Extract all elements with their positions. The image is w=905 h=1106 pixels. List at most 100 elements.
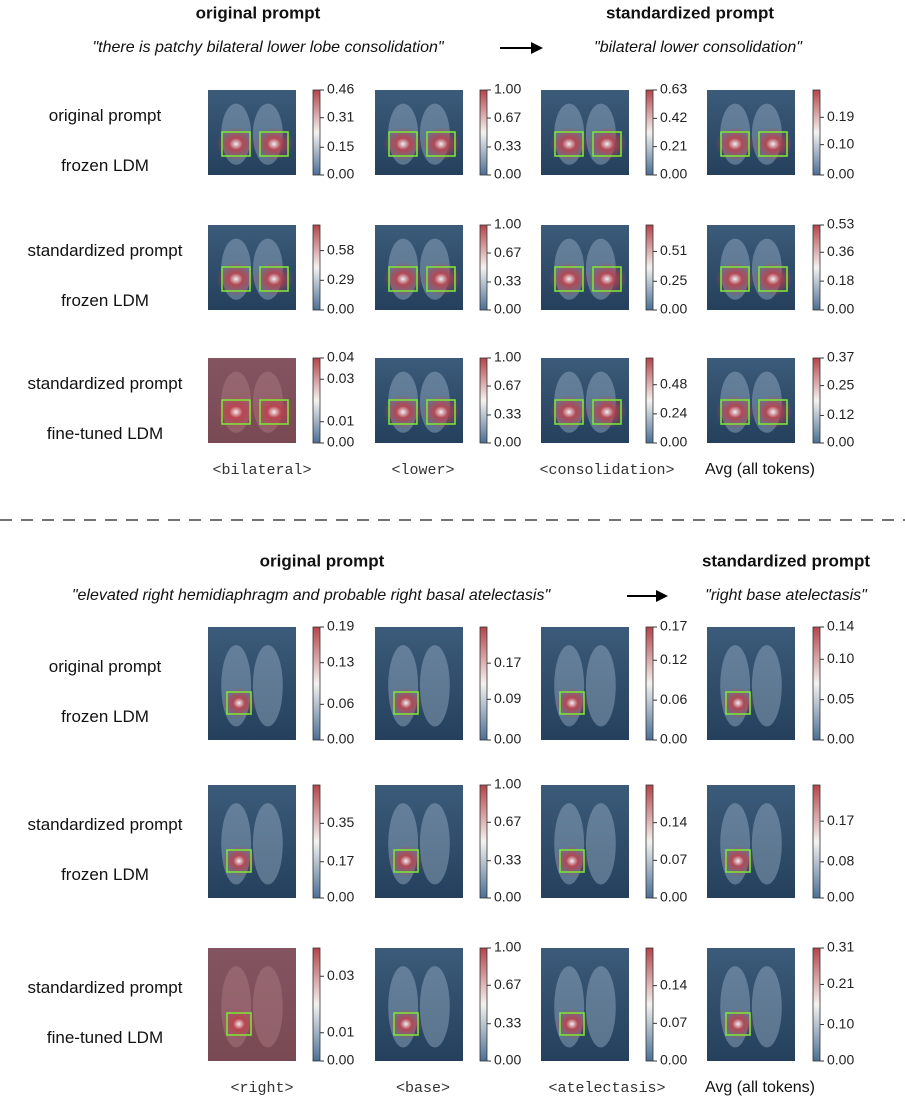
heatmap-image — [375, 948, 463, 1061]
colorbar-tick-label: 1.00 — [494, 81, 521, 97]
colorbar-tick-label: 0.00 — [660, 889, 687, 905]
hot-spot — [389, 687, 423, 719]
colorbar — [812, 357, 821, 444]
column-label: <right> — [230, 1080, 293, 1097]
row-label: standardized prompt — [28, 815, 183, 834]
colorbar — [479, 89, 488, 176]
row-label: standardized prompt — [28, 978, 183, 997]
heatmap-image — [707, 627, 795, 740]
colorbar-tick-label: 0.58 — [327, 241, 354, 257]
colorbar-tick-label: 0.00 — [494, 731, 521, 747]
roi-box — [592, 266, 622, 292]
roi-box — [259, 266, 289, 292]
colorbar-tick-label: 0.36 — [827, 243, 854, 259]
colorbar-tick-label: 0.05 — [827, 690, 854, 706]
colorbar-tick-label: 0.01 — [327, 412, 354, 428]
colorbar-tick-label: 0.00 — [327, 166, 354, 182]
row-label: frozen LDM — [61, 291, 149, 310]
panel-title: standardized prompt — [606, 3, 774, 22]
roi-box — [725, 1012, 751, 1036]
colorbar — [312, 89, 321, 176]
row-label: original prompt — [49, 657, 162, 676]
column-label: <lower> — [391, 462, 454, 479]
hot-spot — [587, 262, 627, 296]
roi-box — [221, 266, 251, 292]
colorbar — [645, 89, 654, 176]
hot-spot — [555, 687, 589, 719]
column-label: <atelectasis> — [548, 1080, 665, 1097]
colorbar-tick-label: 0.21 — [827, 975, 854, 991]
colorbar — [645, 357, 654, 444]
lung — [252, 803, 283, 885]
colorbar-tick-label: 0.14 — [660, 813, 687, 829]
colorbar-tick-label: 0.01 — [327, 1023, 354, 1039]
colorbar-tick-label: 0.48 — [660, 375, 687, 391]
colorbar-tick-label: 0.00 — [327, 301, 354, 317]
colorbar-tick-label: 1.00 — [494, 776, 521, 792]
roi-box — [758, 131, 788, 157]
colorbar — [812, 947, 821, 1062]
hot-spot — [383, 127, 423, 161]
roi-box — [393, 691, 419, 715]
colorbar-tick-label: 0.03 — [327, 370, 354, 386]
row-label: fine-tuned LDM — [47, 424, 163, 443]
roi-box — [226, 691, 252, 715]
roi-box — [221, 131, 251, 157]
colorbar-tick-label: 0.53 — [827, 216, 854, 232]
colorbar-tick-label: 0.00 — [827, 301, 854, 317]
prompt: "right base atelectasis" — [705, 587, 868, 604]
colorbar-tick-label: 0.13 — [327, 653, 354, 669]
colorbar-tick-label: 0.33 — [494, 273, 521, 289]
colorbar-tick-label: 0.67 — [494, 377, 521, 393]
lung — [585, 803, 616, 885]
lung — [585, 966, 616, 1048]
colorbar-tick-label: 0.12 — [827, 406, 854, 422]
lung — [751, 645, 782, 727]
colorbar-tick-label: 1.00 — [494, 349, 521, 365]
hot-spot — [549, 262, 589, 296]
row-label: original prompt — [49, 106, 162, 125]
colorbar-tick-label: 0.33 — [494, 851, 521, 867]
roi-box — [221, 399, 251, 425]
colorbar-tick-label: 0.67 — [494, 244, 521, 260]
hot-spot — [254, 127, 294, 161]
hot-spot — [587, 127, 627, 161]
arrow-head — [531, 42, 543, 54]
colorbar — [312, 947, 321, 1062]
colorbar — [479, 357, 488, 444]
colorbar-tick-label: 0.21 — [660, 137, 687, 153]
hot-spot — [715, 127, 755, 161]
panel-title: original prompt — [260, 551, 385, 570]
column-label: <consolidation> — [539, 462, 674, 479]
column-label: Avg (all tokens) — [705, 1079, 815, 1096]
colorbar-tick-label: 0.10 — [827, 1015, 854, 1031]
lung — [751, 803, 782, 885]
colorbar-tick-label: 0.09 — [494, 690, 521, 706]
colorbar-tick-label: 0.00 — [494, 434, 521, 450]
colorbar-tick-label: 0.51 — [660, 242, 687, 258]
colorbar-tick-label: 0.03 — [327, 967, 354, 983]
heatmap-image — [707, 948, 795, 1061]
roi-box — [554, 131, 584, 157]
colorbar-tick-label: 0.00 — [494, 166, 521, 182]
colorbar-tick-label: 0.19 — [327, 618, 354, 634]
colorbar — [479, 784, 488, 899]
prompt: "there is patchy bilateral lower lobe co… — [92, 39, 444, 56]
colorbar-tick-label: 0.63 — [660, 81, 687, 97]
colorbar — [479, 224, 488, 311]
roi-box — [388, 266, 418, 292]
hot-spot — [421, 262, 461, 296]
colorbar-tick-label: 0.00 — [327, 889, 354, 905]
heatmap-image — [541, 948, 629, 1061]
colorbar-tick-label: 1.00 — [494, 939, 521, 955]
colorbar-tick-label: 0.14 — [827, 618, 854, 634]
roi-box — [554, 266, 584, 292]
hot-spot — [216, 262, 256, 296]
hot-spot — [216, 395, 256, 429]
colorbar-tick-label: 0.35 — [327, 814, 354, 830]
row-label: fine-tuned LDM — [47, 1028, 163, 1047]
colorbar-tick-label: 0.17 — [494, 654, 521, 670]
colorbar-tick-label: 0.00 — [660, 434, 687, 450]
row-label: standardized prompt — [28, 241, 183, 260]
hot-spot — [222, 845, 256, 877]
